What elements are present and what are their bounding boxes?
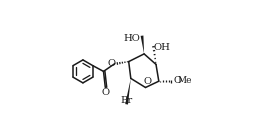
- Text: HO: HO: [123, 34, 140, 43]
- Text: Br: Br: [120, 96, 132, 105]
- Polygon shape: [141, 36, 144, 54]
- Text: O: O: [107, 59, 115, 67]
- Text: Me: Me: [177, 76, 192, 85]
- Text: OH: OH: [154, 43, 171, 52]
- Text: O: O: [143, 77, 151, 86]
- Polygon shape: [125, 78, 131, 105]
- Text: O: O: [102, 88, 110, 97]
- Text: O: O: [173, 76, 181, 85]
